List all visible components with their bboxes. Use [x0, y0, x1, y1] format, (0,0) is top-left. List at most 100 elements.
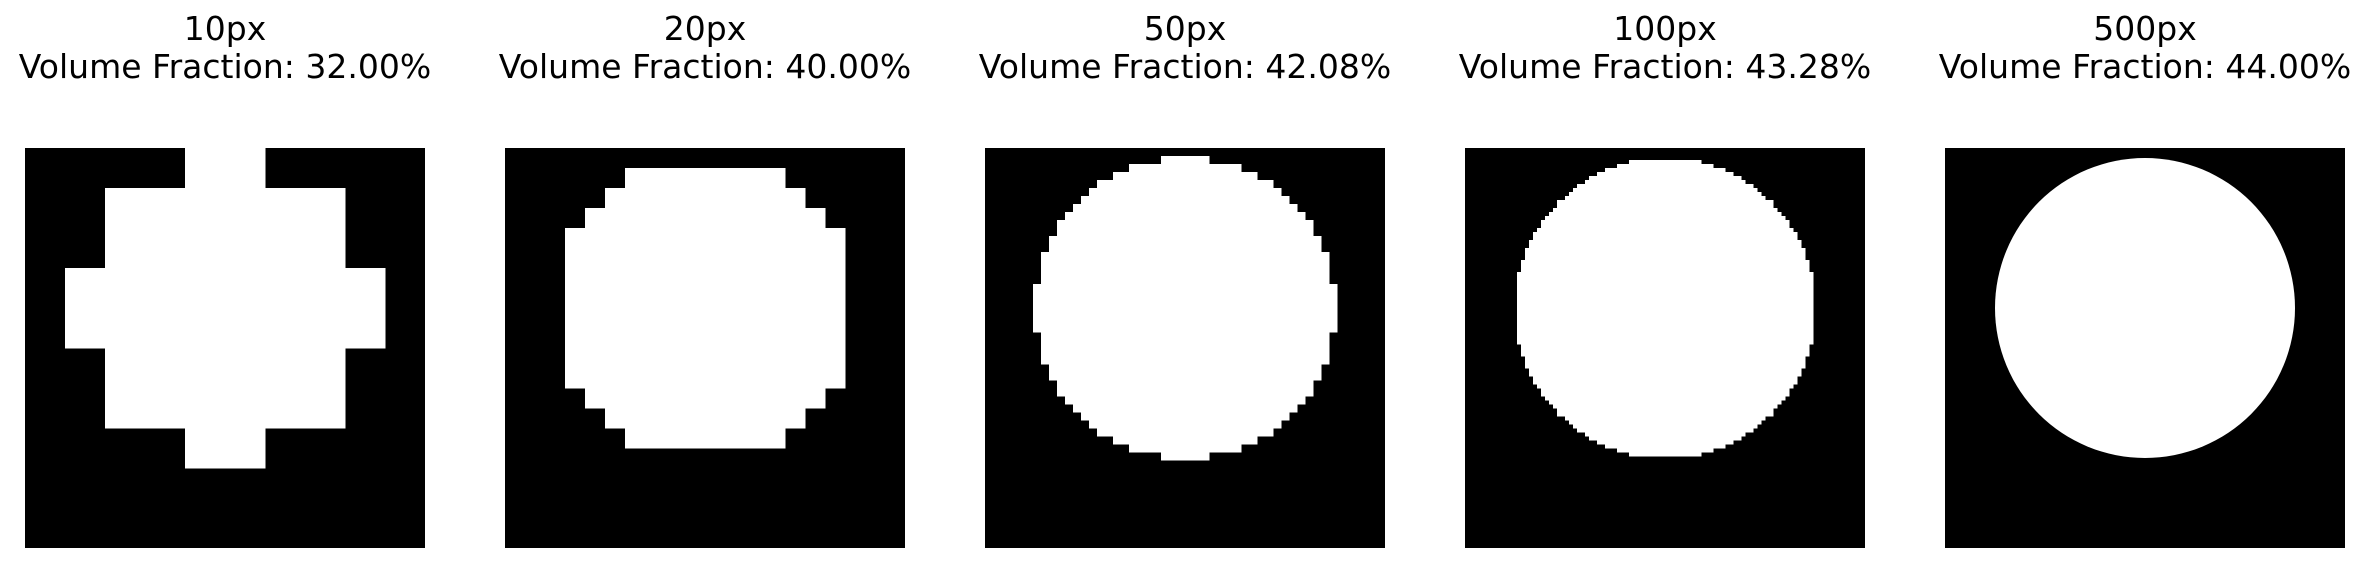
circle-pixel-row: [1041, 260, 1330, 269]
circle-pixel-row: [1517, 300, 1814, 305]
circle-pixel-row: [1517, 340, 1814, 345]
panel-50px: 50px Volume Fraction: 42.08%: [975, 0, 1395, 569]
volume-fraction-label: Volume Fraction: 44.00%: [1938, 47, 2352, 86]
circle-pixel-row: [1549, 400, 1782, 405]
circle-pixel-row: [1049, 364, 1322, 373]
circle-pixel-row: [105, 188, 346, 229]
circle-pixel-row: [1629, 160, 1702, 165]
circle-pixel-row: [1525, 360, 1806, 365]
volume-fraction-label: Volume Fraction: 42.08%: [978, 47, 1392, 86]
circle-pixel-row: [1065, 396, 1306, 405]
circle-pixel-row: [1537, 384, 1794, 389]
panel-title: 100px Volume Fraction: 43.28%: [1455, 10, 1875, 86]
circle-pixel-row: [1033, 324, 1338, 333]
panel-title: 500px Volume Fraction: 44.00%: [1935, 10, 2355, 86]
circle-pixel-row: [1517, 280, 1814, 285]
circle-pixel-row: [1097, 180, 1274, 189]
circle-pixel-row: [565, 248, 846, 269]
circle-pixel-row: [1517, 276, 1814, 281]
circle-pixel-row: [1557, 204, 1774, 209]
circle-pixel-row: [1557, 412, 1774, 417]
circle-pixel-row: [1081, 196, 1290, 205]
circle-pixel-row: [1605, 444, 1726, 449]
panel-title: 50px Volume Fraction: 42.08%: [975, 10, 1395, 86]
panel-title: 10px Volume Fraction: 32.00%: [15, 10, 435, 86]
circle-pixel-row: [1517, 284, 1814, 289]
circle-pixel-row: [1573, 424, 1758, 429]
circle-image-500px: [1945, 148, 2345, 548]
circle-pixel-row: [1521, 268, 1810, 273]
circle-pixel-row: [1589, 436, 1742, 441]
circle-pixel-row: [1161, 452, 1210, 461]
circle-pixel-row: [65, 268, 386, 309]
circle-raster-50px: [985, 148, 1385, 548]
circle-pixel-row: [1549, 212, 1782, 217]
circle-pixel-row: [1597, 172, 1734, 177]
circle-pixel-row: [1129, 444, 1242, 453]
circle-pixel-row: [1529, 244, 1802, 249]
circle-pixel-row: [1617, 448, 1714, 453]
panel-500px: 500px Volume Fraction: 44.00%: [1935, 0, 2355, 569]
circle-pixel-row: [65, 308, 386, 349]
circle-pixel-row: [1521, 344, 1810, 349]
circle-pixel-row: [1537, 228, 1794, 233]
circle-pixel-row: [625, 168, 786, 189]
circle-pixel-row: [1589, 176, 1742, 181]
circle-pixel-row: [1041, 268, 1330, 277]
circle-pixel-row: [1529, 240, 1802, 245]
circle-raster-20px: [505, 148, 905, 548]
circle-pixel-row: [1517, 336, 1814, 341]
circle-pixel-row: [1049, 372, 1322, 381]
circle-pixel-row: [1089, 420, 1282, 429]
circle-pixel-row: [1065, 212, 1306, 221]
circle-pixel-row: [1041, 276, 1330, 285]
circle-pixel-row: [1545, 396, 1786, 401]
circle-pixel-row: [1533, 376, 1798, 381]
panel-20px: 20px Volume Fraction: 40.00%: [495, 0, 915, 569]
circle-pixel-row: [585, 208, 826, 229]
circle-pixel-row: [565, 368, 846, 389]
circle-pixel-row: [565, 228, 846, 249]
circle-pixel-row: [565, 308, 846, 329]
circle-image-50px: [985, 148, 1385, 548]
circle-pixel-row: [1617, 164, 1714, 169]
circle-pixel-row: [1057, 380, 1314, 389]
circle-pixel-row: [1545, 216, 1786, 221]
circle-pixel-row: [1533, 380, 1798, 385]
circle-pixel-row: [1517, 292, 1814, 297]
circle-pixel-row: [1533, 236, 1798, 241]
volume-fraction-label: Volume Fraction: 32.00%: [18, 47, 432, 86]
circle-pixel-row: [1565, 416, 1766, 421]
circle-pixel-row: [1517, 312, 1814, 317]
circle-pixel-row: [1525, 256, 1806, 261]
circle-pixel-row: [1529, 372, 1802, 377]
circle-pixel-row: [1573, 188, 1758, 193]
circle-pixel-row: [1517, 316, 1814, 321]
circle-pixel-row: [1569, 192, 1762, 197]
circle-pixel-row: [1525, 252, 1806, 257]
circle-pixel-row: [1569, 420, 1762, 425]
circle-pixel-row: [1541, 392, 1790, 397]
circle-pixel-row: [585, 388, 826, 409]
resolution-label: 10px: [183, 9, 267, 48]
circle-pixel-row: [1161, 156, 1210, 165]
resolution-label: 50px: [1143, 9, 1227, 48]
circle-pixel-row: [1089, 188, 1282, 197]
volume-fraction-label: Volume Fraction: 40.00%: [498, 47, 912, 86]
circle-pixel-row: [1041, 340, 1330, 349]
circle-pixel-row: [1541, 224, 1790, 229]
circle-pixel-row: [1041, 356, 1330, 365]
circle-shape: [1995, 158, 2295, 458]
circle-image-10px: [25, 148, 425, 548]
volume-fraction-label: Volume Fraction: 43.28%: [1458, 47, 1872, 86]
circle-pixel-row: [1041, 332, 1330, 341]
circle-pixel-row: [1129, 164, 1242, 173]
circle-pixel-row: [1553, 208, 1778, 213]
circle-pixel-row: [1517, 288, 1814, 293]
circle-pixel-row: [1041, 252, 1330, 261]
circle-raster-100px: [1465, 148, 1865, 548]
circle-pixel-row: [1553, 404, 1778, 409]
circle-pixel-row: [625, 428, 786, 449]
circle-raster-500px: [1945, 148, 2345, 548]
circle-pixel-row: [1521, 264, 1810, 269]
